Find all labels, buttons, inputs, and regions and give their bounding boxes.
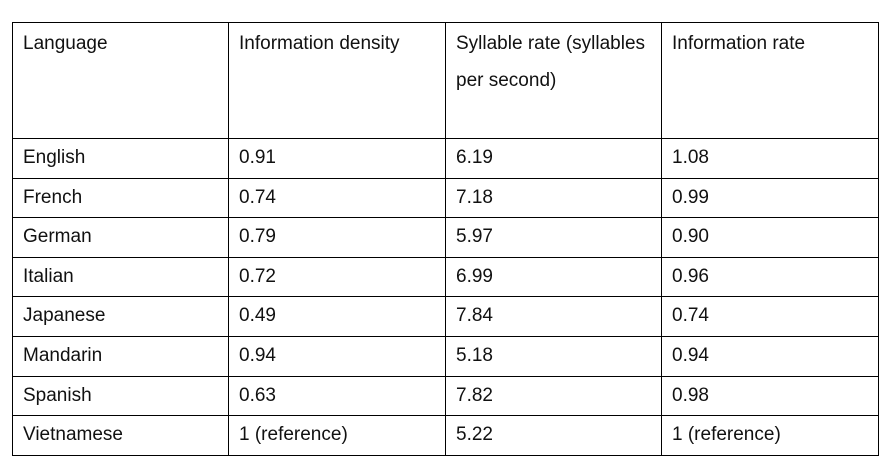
- cell-information-density: 0.74: [228, 177, 446, 219]
- header-syllable-rate: Syllable rate (syllables per second): [445, 22, 662, 139]
- cell-information-density: 1 (reference): [228, 415, 446, 456]
- cell-information-rate: 0.74: [661, 296, 879, 337]
- header-row: Language Information density Syllable ra…: [12, 22, 879, 139]
- cell-syllable-rate: 5.97: [445, 217, 662, 258]
- language-info-table: Language Information density Syllable ra…: [12, 22, 879, 456]
- cell-syllable-rate: 5.22: [445, 415, 662, 456]
- cell-information-rate: 1 (reference): [661, 415, 879, 456]
- cell-language: Spanish: [12, 375, 229, 417]
- cell-language: Vietnamese: [12, 415, 229, 456]
- table-row: German 0.79 5.97 0.90: [12, 217, 879, 258]
- cell-information-density: 0.63: [228, 375, 446, 417]
- header-information-rate: Information rate: [661, 22, 879, 139]
- cell-syllable-rate: 7.82: [445, 375, 662, 417]
- cell-information-density: 0.94: [228, 335, 446, 377]
- cell-information-density: 0.72: [228, 256, 446, 298]
- cell-information-rate: 0.90: [661, 217, 879, 258]
- cell-information-density: 0.79: [228, 217, 446, 258]
- table-row: Spanish 0.63 7.82 0.98: [12, 375, 879, 417]
- table-row: Mandarin 0.94 5.18 0.94: [12, 335, 879, 377]
- header-language: Language: [12, 22, 229, 139]
- cell-information-density: 0.49: [228, 296, 446, 337]
- cell-language: Japanese: [12, 296, 229, 337]
- cell-information-rate: 0.96: [661, 256, 879, 298]
- cell-syllable-rate: 6.99: [445, 256, 662, 298]
- cell-information-density: 0.91: [228, 138, 446, 179]
- cell-language: Italian: [12, 256, 229, 298]
- cell-syllable-rate: 5.18: [445, 335, 662, 377]
- cell-language: French: [12, 177, 229, 219]
- cell-syllable-rate: 7.18: [445, 177, 662, 219]
- cell-language: Mandarin: [12, 335, 229, 377]
- cell-syllable-rate: 6.19: [445, 138, 662, 179]
- cell-information-rate: 0.94: [661, 335, 879, 377]
- cell-syllable-rate: 7.84: [445, 296, 662, 337]
- header-information-density: Information density: [228, 22, 446, 139]
- cell-information-rate: 0.99: [661, 177, 879, 219]
- table-row: Italian 0.72 6.99 0.96: [12, 256, 879, 298]
- cell-information-rate: 0.98: [661, 375, 879, 417]
- table-row: French 0.74 7.18 0.99: [12, 177, 879, 219]
- table-row: Japanese 0.49 7.84 0.74: [12, 296, 879, 337]
- cell-language: German: [12, 217, 229, 258]
- table-row: Vietnamese 1 (reference) 5.22 1 (reference): [12, 415, 879, 456]
- table-row: English 0.91 6.19 1.08: [12, 138, 879, 179]
- cell-information-rate: 1.08: [661, 138, 879, 179]
- cell-language: English: [12, 138, 229, 179]
